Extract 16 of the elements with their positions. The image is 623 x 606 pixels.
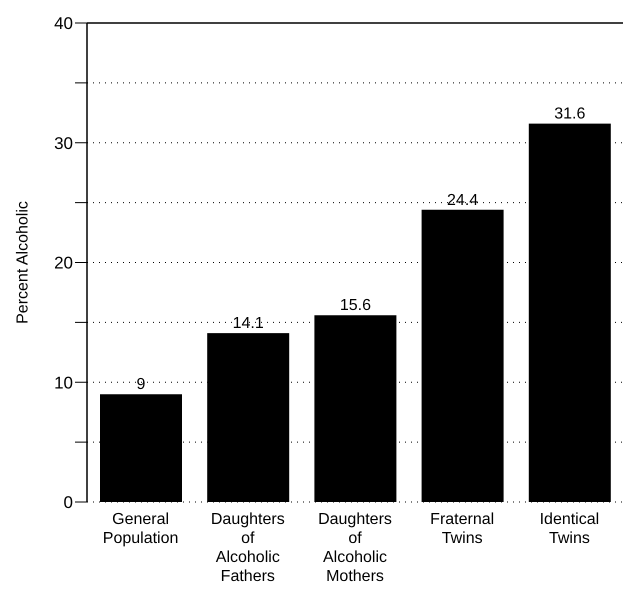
y-axis-title: Percent Alcoholic xyxy=(14,201,32,324)
data-label: 24.4 xyxy=(447,192,478,209)
data-label: 9 xyxy=(136,376,146,394)
data-label: 15.6 xyxy=(340,297,372,314)
x-tick-label: Fraternal Twins xyxy=(430,511,494,547)
x-tick-label: Daughters of Alcoholic Mothers xyxy=(318,511,392,585)
x-tick-label: General Population xyxy=(102,511,178,547)
x-tick-label: Daughters of Alcoholic Fathers xyxy=(210,511,285,585)
y-tick-label: 0 xyxy=(64,493,73,512)
y-tick-label: 10 xyxy=(54,373,73,392)
y-tick-label: 20 xyxy=(54,254,73,273)
y-tick-label: 30 xyxy=(54,134,73,153)
data-label: 14.1 xyxy=(232,315,264,332)
x-tick-label: Identical Twins xyxy=(540,511,600,547)
y-tick-label: 40 xyxy=(54,14,73,34)
data-label: 31.6 xyxy=(554,106,586,123)
